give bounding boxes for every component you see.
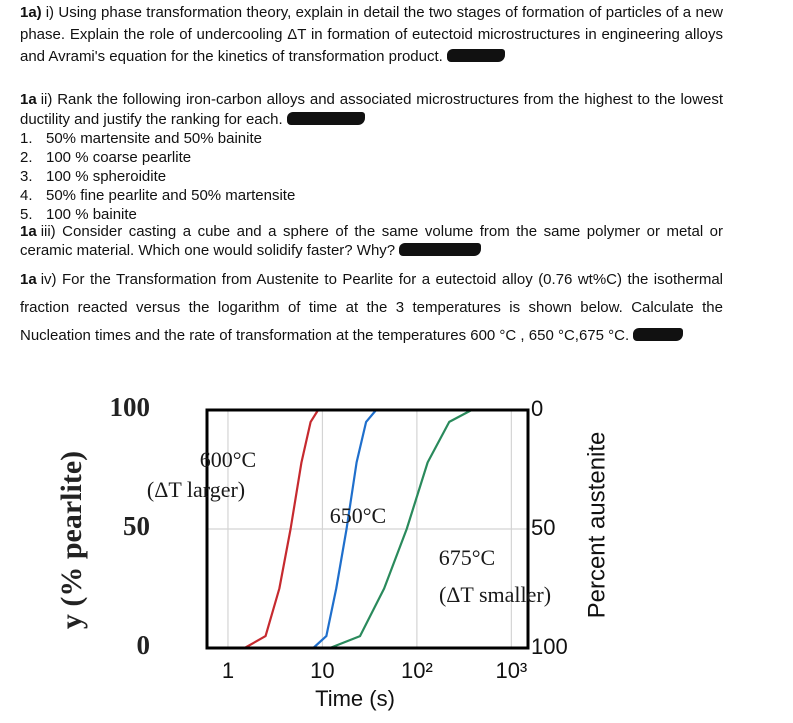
annotation: (ΔT smaller): [439, 582, 551, 607]
question-text: ii) Rank the following iron-carbon alloy…: [20, 91, 723, 128]
x-tick-label: 1: [222, 658, 234, 683]
list-number: 3.: [20, 168, 33, 185]
plot-frame: [205, 408, 530, 650]
x-tick-label: 10²: [401, 658, 433, 683]
annotation: (ΔT larger): [147, 477, 245, 502]
ranking-list: 1. 50% martensite and 50% bainite 2. 100 % …: [20, 129, 295, 224]
y-axis-title: y (% pearlite): [55, 451, 88, 629]
list-item: 2. 100 % coarse pearlite: [20, 148, 295, 167]
list-number: 1.: [20, 130, 33, 147]
list-text: 50% martensite and 50% bainite: [46, 130, 262, 147]
list-number: 4.: [20, 187, 33, 204]
question-label: 1a: [20, 223, 37, 240]
list-number: 5.: [20, 206, 33, 223]
list-item: 1. 50% martensite and 50% bainite: [20, 129, 295, 148]
list-text: 50% fine pearlite and 50% martensite: [46, 187, 296, 204]
curve: [312, 409, 377, 649]
list-text: 100 % spheroidite: [46, 168, 167, 185]
y-tick-label: 100: [110, 392, 151, 422]
redaction: [286, 112, 365, 125]
list-text: 100 % bainite: [46, 206, 137, 223]
y2-axis-title: Percent austenite: [583, 432, 610, 619]
question-text: iii) Consider casting a cube and a spher…: [20, 223, 723, 259]
list-number: 2.: [20, 149, 33, 166]
annotation: 600°C: [200, 447, 256, 472]
y-tick-label: 0: [137, 630, 151, 660]
question: 1a) i) Using phase transformation theory,…: [20, 2, 723, 68]
redaction: [399, 243, 482, 256]
x-tick-label: 10: [310, 658, 334, 683]
question-text: i) Using phase transformation theory, ex…: [20, 4, 723, 65]
list-item: 4. 50% fine pearlite and 50% martensite: [20, 186, 295, 205]
question-label: 1a: [20, 91, 37, 108]
list-item: 3. 100 % spheroidite: [20, 167, 295, 186]
question-label: 1a): [20, 4, 42, 21]
question: 1a ii) Rank the following iron-carbon all…: [20, 90, 723, 130]
redaction: [633, 328, 684, 341]
y2-tick-label: 50: [531, 515, 555, 540]
question-label: 1a: [20, 271, 37, 288]
y2-tick-label: 100: [531, 634, 568, 659]
question: 1a iii) Consider casting a cube and a sph…: [20, 222, 723, 260]
figure: 0 50 100 0 50 100 1 10 10² 10³ 600°C (ΔT larger) 650…: [55, 392, 610, 711]
y2-tick-label: 0: [531, 396, 543, 421]
curve: [329, 409, 473, 650]
x-axis-title: Time (s): [315, 686, 395, 711]
annotation: 675°C: [439, 545, 495, 570]
annotation: 650°C: [330, 503, 386, 528]
redaction: [446, 49, 505, 62]
question: 1a iv) For the Transformation from Austen…: [20, 266, 723, 350]
curve: [244, 409, 320, 649]
list-text: 100 % coarse pearlite: [46, 149, 192, 166]
x-tick-label: 10³: [495, 658, 527, 683]
question-text: iv) For the Transformation from Austenit…: [20, 271, 723, 344]
y-tick-label: 50: [123, 511, 150, 541]
list-item: 5. 100 % bainite: [20, 205, 295, 224]
